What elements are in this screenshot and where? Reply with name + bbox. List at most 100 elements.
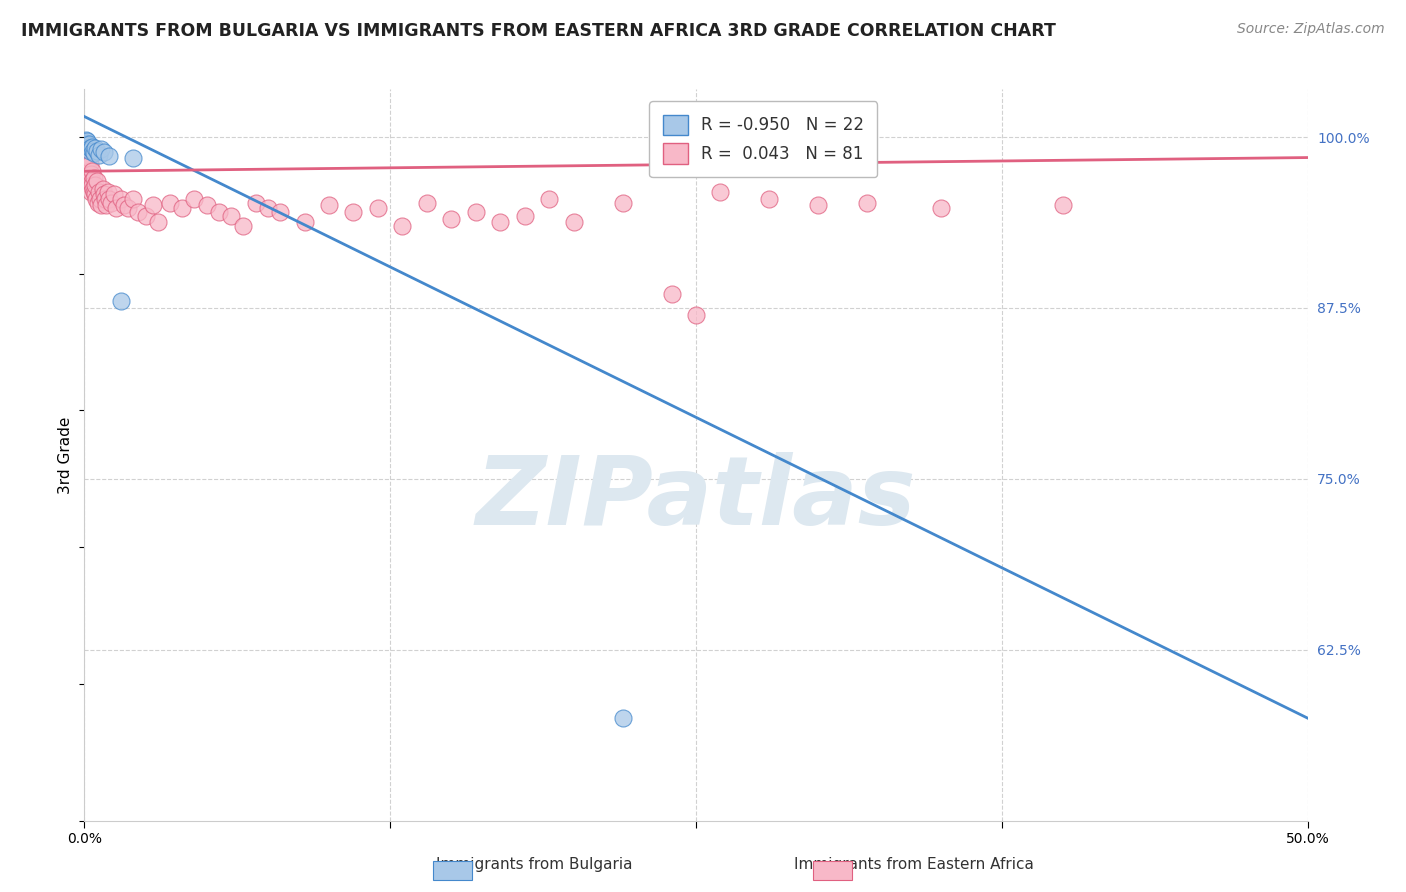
Point [538, 192, 561, 206]
Point [96, 198, 118, 212]
Point [807, 198, 830, 212]
Point [195, 198, 218, 212]
Point [97, 192, 120, 206]
Point [80, 142, 103, 156]
Point [87, 195, 110, 210]
Point [208, 205, 231, 219]
Point [76, 144, 98, 158]
Point [80, 185, 103, 199]
Point [440, 212, 463, 227]
Point [661, 287, 683, 301]
Point [75, 141, 97, 155]
Point [685, 308, 707, 322]
Point [79, 178, 101, 192]
Point [86, 144, 108, 158]
Point [122, 192, 145, 206]
Point [294, 215, 316, 229]
Point [127, 205, 149, 219]
Point [87, 185, 110, 199]
Point [79, 144, 101, 158]
Point [464, 205, 486, 219]
Point [929, 201, 952, 215]
Point [183, 192, 205, 206]
Point [612, 195, 634, 210]
Point [86, 174, 108, 188]
Point [76, 157, 98, 171]
Point [77, 136, 100, 151]
Point [513, 210, 536, 224]
Point [83, 187, 105, 202]
Point [110, 192, 132, 206]
Point [94, 192, 117, 206]
Point [90, 198, 112, 212]
Point [82, 182, 104, 196]
Point [89, 192, 111, 206]
Point [77, 139, 100, 153]
Point [82, 178, 104, 192]
Point [80, 174, 103, 188]
Point [80, 139, 103, 153]
Text: Source: ZipAtlas.com: Source: ZipAtlas.com [1237, 22, 1385, 37]
Point [142, 198, 165, 212]
Point [90, 142, 112, 156]
Point [612, 711, 634, 725]
Text: IMMIGRANTS FROM BULGARIA VS IMMIGRANTS FROM EASTERN AFRICA 3RD GRADE CORRELATION: IMMIGRANTS FROM BULGARIA VS IMMIGRANTS F… [21, 22, 1056, 40]
Point [75, 136, 97, 150]
Point [232, 219, 254, 233]
Point [76, 136, 98, 151]
Point [80, 164, 103, 178]
Point [489, 215, 512, 229]
Point [82, 144, 104, 158]
Legend: R = -0.950   N = 22, R =  0.043   N = 81: R = -0.950 N = 22, R = 0.043 N = 81 [650, 101, 877, 177]
Text: Immigrants from Eastern Africa: Immigrants from Eastern Africa [794, 857, 1033, 872]
Point [269, 205, 291, 219]
Point [93, 145, 115, 160]
Point [103, 187, 125, 202]
Point [84, 178, 107, 192]
Point [77, 169, 100, 183]
Point [83, 171, 105, 186]
Point [562, 215, 585, 229]
Point [135, 210, 157, 224]
Point [245, 195, 267, 210]
Point [105, 201, 128, 215]
Point [83, 146, 105, 161]
Point [342, 205, 364, 219]
Point [87, 148, 110, 162]
Point [367, 201, 389, 215]
Point [77, 153, 100, 168]
Point [856, 195, 879, 210]
Point [110, 294, 132, 309]
Point [117, 201, 139, 215]
Point [77, 160, 100, 174]
Point [709, 185, 731, 199]
Point [79, 171, 101, 186]
Point [1052, 198, 1074, 212]
Point [83, 185, 105, 199]
Point [318, 198, 340, 212]
Point [80, 167, 103, 181]
Point [77, 151, 100, 165]
Point [100, 195, 122, 210]
Point [75, 144, 97, 158]
Point [77, 164, 100, 178]
Point [93, 187, 115, 202]
Point [84, 141, 107, 155]
Y-axis label: 3rd Grade: 3rd Grade [58, 417, 73, 493]
Point [76, 136, 98, 151]
Point [172, 201, 194, 215]
Point [391, 219, 413, 233]
Point [75, 133, 97, 147]
Point [76, 151, 98, 165]
Text: Immigrants from Bulgaria: Immigrants from Bulgaria [436, 857, 633, 872]
Point [257, 201, 280, 215]
Point [84, 192, 107, 206]
Point [76, 134, 98, 148]
Point [77, 138, 100, 153]
Point [79, 174, 101, 188]
Point [75, 146, 97, 161]
Point [76, 148, 98, 162]
Point [97, 185, 120, 199]
Point [79, 157, 101, 171]
Point [97, 149, 120, 163]
